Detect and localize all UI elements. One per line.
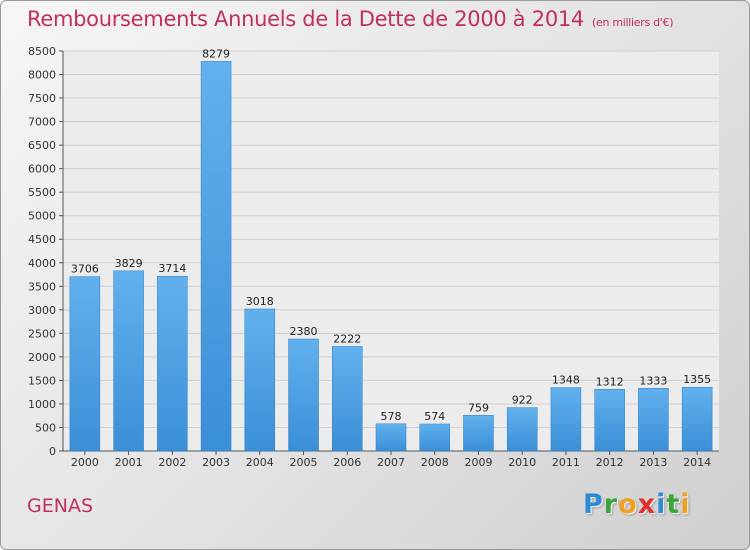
bar-value-label: 8279: [202, 47, 230, 60]
bar: [681, 386, 713, 452]
bar-value-label: 1333: [639, 374, 667, 387]
x-tick-label: 2006: [333, 456, 361, 469]
y-tick-label: 2000: [28, 351, 56, 364]
bar-value-label: 2380: [290, 325, 318, 338]
y-tick-label: 6000: [28, 163, 56, 176]
commune-name: GENAS: [27, 495, 93, 517]
chart-title: Remboursements Annuels de la Dette de 20…: [27, 7, 673, 31]
proxiti-logo: Proxiti: [583, 489, 691, 520]
x-tick-label: 2013: [639, 456, 667, 469]
bar-value-label: 3714: [158, 262, 186, 275]
x-tick-label: 2010: [508, 456, 536, 469]
bar-value-label: 759: [468, 401, 489, 414]
x-tick-label: 2011: [552, 456, 580, 469]
y-tick-label: 0: [49, 445, 56, 458]
bar-value-label: 574: [424, 410, 445, 423]
logo-letter: r: [603, 489, 619, 520]
bar-value-label: 922: [512, 394, 533, 407]
y-tick-label: 4000: [28, 257, 56, 270]
bar: [375, 423, 407, 452]
x-tick-label: 2014: [683, 456, 711, 469]
y-tick-label: 7500: [28, 92, 56, 105]
y-tick-label: 1000: [28, 398, 56, 411]
bar: [288, 338, 319, 452]
bar: [594, 389, 625, 452]
x-tick-label: 2008: [421, 456, 449, 469]
y-tick-label: 500: [35, 421, 56, 434]
bar-value-label: 578: [381, 410, 402, 423]
y-tick-label: 1500: [28, 374, 56, 387]
x-tick-label: 2012: [596, 456, 624, 469]
bar-value-label: 3829: [115, 257, 143, 270]
bar-value-label: 2222: [333, 332, 361, 345]
logo-letter: t: [666, 489, 681, 520]
x-tick-label: 2005: [290, 456, 318, 469]
y-tick-label: 5000: [28, 210, 56, 223]
bar-value-label: 1312: [596, 375, 624, 388]
logo-letter: x: [637, 489, 657, 520]
x-tick-label: 2003: [202, 456, 230, 469]
bar: [244, 308, 276, 452]
bar: [506, 407, 538, 452]
y-tick-label: 6500: [28, 139, 56, 152]
y-tick-label: 4500: [28, 233, 56, 246]
bar: [113, 270, 144, 452]
x-tick-label: 2000: [71, 456, 99, 469]
logo-letter: P: [583, 489, 604, 520]
bar: [200, 61, 232, 452]
y-tick-label: 2500: [28, 327, 56, 340]
chart-title-text: Remboursements Annuels de la Dette de 20…: [27, 7, 584, 31]
y-tick-label: 3000: [28, 304, 56, 317]
logo-letter: o: [618, 489, 638, 520]
x-tick-label: 2002: [158, 456, 186, 469]
logo-letter: i: [656, 489, 667, 520]
bar: [463, 415, 494, 452]
bar-value-label: 1348: [552, 374, 580, 387]
x-tick-label: 2001: [115, 456, 143, 469]
bar: [638, 388, 669, 452]
chart-title-unit: (en milliers d'€): [592, 16, 674, 29]
bar: [332, 346, 363, 452]
y-tick-label: 7000: [28, 116, 56, 129]
y-tick-label: 3500: [28, 280, 56, 293]
bar: [550, 387, 582, 452]
x-tick-label: 2004: [246, 456, 274, 469]
bar-value-label: 1355: [683, 373, 711, 386]
bar-value-label: 3706: [71, 263, 99, 276]
bar: [69, 276, 101, 452]
x-tick-label: 2009: [464, 456, 492, 469]
y-tick-label: 8500: [28, 45, 56, 58]
bar-value-label: 3018: [246, 295, 274, 308]
bar: [157, 275, 188, 452]
bar: [419, 423, 450, 452]
y-tick-label: 8000: [28, 69, 56, 82]
x-tick-label: 2007: [377, 456, 405, 469]
y-tick-label: 5500: [28, 186, 56, 199]
logo-letter: i: [680, 489, 691, 520]
